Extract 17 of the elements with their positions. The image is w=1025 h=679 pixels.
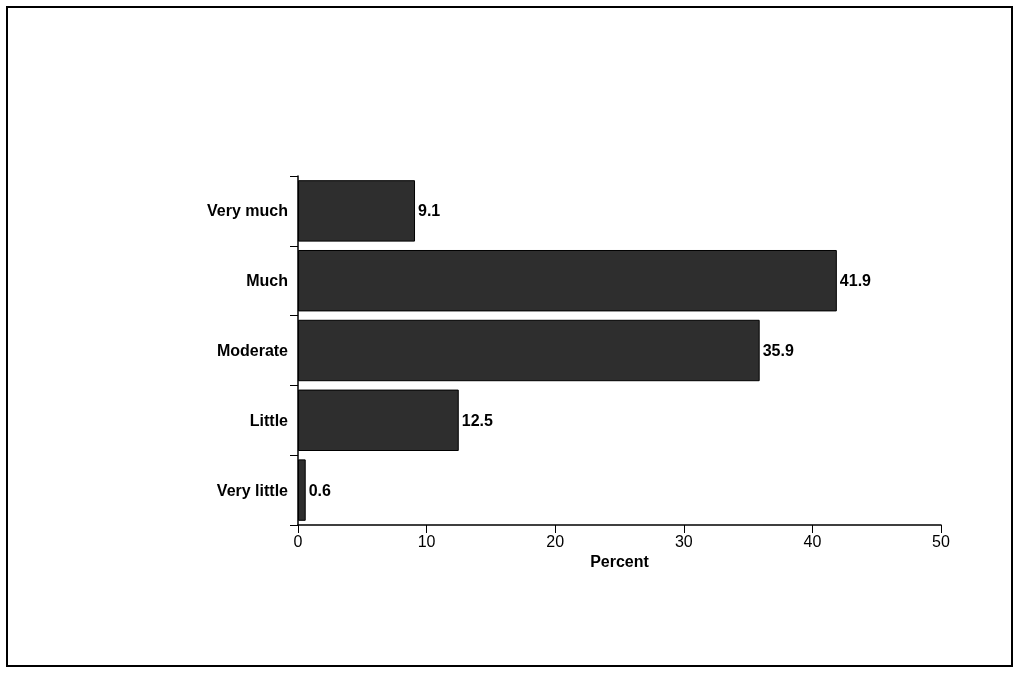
data-label: 12.5 bbox=[461, 411, 493, 429]
data-label: 35.9 bbox=[762, 342, 794, 359]
data-label: 41.9 bbox=[839, 272, 872, 290]
y-tick-label: Moderate bbox=[216, 342, 289, 359]
x-axis-title: Percent bbox=[590, 553, 650, 571]
x-tick-label: 30 bbox=[674, 532, 693, 550]
x-tick-label: 40 bbox=[803, 532, 822, 550]
x-tick-label: 0 bbox=[293, 532, 303, 550]
y-tick-label: Very little bbox=[216, 481, 289, 499]
y-tick-label: Little bbox=[249, 411, 289, 429]
y-tick-label: Much bbox=[246, 272, 288, 290]
x-tick-label: 10 bbox=[417, 532, 436, 550]
x-tick-label: 20 bbox=[546, 532, 565, 550]
data-label: 9.1 bbox=[418, 202, 441, 220]
data-label: 0.6 bbox=[308, 481, 332, 499]
x-tick-label: 50 bbox=[932, 532, 950, 550]
y-tick-label: Very much bbox=[207, 202, 288, 220]
